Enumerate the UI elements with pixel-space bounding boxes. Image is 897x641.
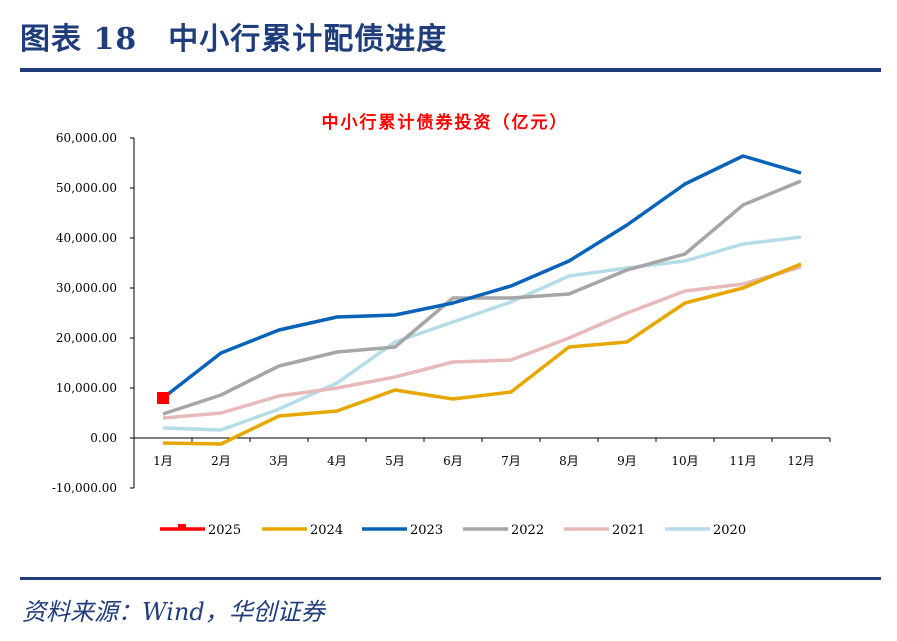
y-tick-label: 20,000.00 [56, 331, 117, 345]
y-tick-label: 60,000.00 [56, 131, 117, 145]
legend-label-2021: 2021 [612, 523, 645, 538]
footer-divider [20, 577, 881, 580]
y-tick-label: 0.00 [90, 431, 117, 445]
y-tick-label: -10,000.00 [52, 481, 117, 495]
legend-label-2025: 2025 [208, 523, 241, 538]
x-tick-label: 11月 [729, 454, 756, 468]
y-tick-label: 40,000.00 [56, 231, 117, 245]
y-tick-label: 10,000.00 [56, 381, 117, 395]
header-divider [20, 68, 881, 72]
page-title: 图表 18 中小行累计配债进度 [20, 22, 448, 57]
x-tick-label: 4月 [327, 454, 347, 468]
y-tick-label: 30,000.00 [56, 281, 117, 295]
x-tick-label: 2月 [211, 454, 231, 468]
x-tick-label: 8月 [559, 454, 579, 468]
x-tick-label: 9月 [617, 454, 637, 468]
x-tick-label: 7月 [501, 454, 521, 468]
x-tick-label: 3月 [269, 454, 289, 468]
legend-label-2024: 2024 [310, 523, 343, 538]
x-tick-label: 10月 [671, 454, 698, 468]
series-marker-2025 [157, 392, 169, 404]
source-note: 资料来源：Wind，华创证券 [22, 598, 325, 626]
series-line-2021 [162, 265, 802, 420]
legend-label-2022: 2022 [511, 523, 544, 538]
legend-label-2023: 2023 [410, 523, 443, 538]
series-line-2020 [162, 235, 802, 432]
y-tick-label: 50,000.00 [56, 181, 117, 195]
legend-label-2020: 2020 [713, 523, 746, 538]
series-line-2022 [162, 179, 802, 416]
x-tick-label: 6月 [443, 454, 463, 468]
legend-marker-2025 [178, 524, 186, 530]
x-tick-label: 5月 [385, 454, 405, 468]
x-tick-label: 1月 [153, 454, 173, 468]
chart-title: 中小行累计债券投资（亿元） [322, 112, 569, 133]
x-tick-label: 12月 [787, 454, 814, 468]
series-line-2024 [162, 262, 802, 446]
series-line-2023 [161, 154, 802, 400]
